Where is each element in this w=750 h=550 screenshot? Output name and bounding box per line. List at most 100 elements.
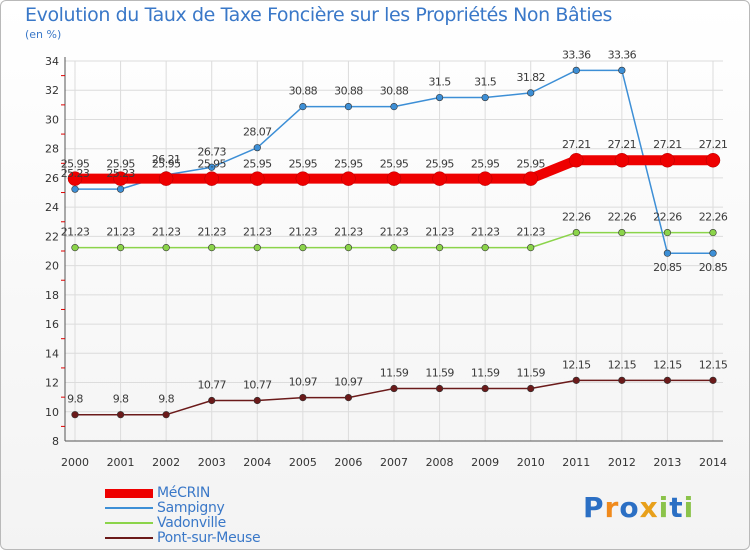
data-label: 9.8 [67, 393, 83, 406]
data-point [116, 411, 125, 419]
data-point [71, 244, 79, 252]
data-label: 25.95 [334, 158, 363, 171]
data-point [663, 249, 672, 257]
y-tick-label: 34 [45, 55, 59, 68]
data-point [386, 171, 402, 186]
legend-item-mecrin: MéCRIN [105, 485, 210, 501]
data-label: 26.21 [152, 153, 181, 166]
data-label: 21.23 [471, 226, 500, 239]
y-tick-label: 26 [45, 172, 59, 185]
data-point [344, 244, 353, 252]
data-point [299, 393, 307, 402]
data-label: 25.95 [106, 158, 135, 171]
data-label: 12.15 [608, 358, 637, 371]
data-label: 22.26 [562, 211, 591, 224]
y-tick-label: 32 [45, 84, 59, 97]
data-label: 25.95 [197, 158, 226, 171]
data-point [390, 384, 398, 393]
data-point [435, 244, 444, 252]
data-point [663, 376, 672, 384]
data-label: 10.97 [289, 376, 318, 389]
data-label: 25.95 [61, 158, 90, 171]
legend-item-pont-sur-meuse: Pont-sur-Meuse [105, 530, 261, 546]
data-point [341, 171, 356, 186]
data-point [162, 244, 170, 252]
data-label: 12.15 [562, 358, 591, 371]
data-label: 25.95 [243, 158, 272, 171]
data-label: 21.23 [425, 226, 454, 239]
axes: 8 10 12 14 16 18 20 22 24 26 28 30 32 34 2000 2001 2002 2… [45, 55, 727, 469]
y-tick-label: 8 [52, 435, 59, 448]
data-label: 25.95 [471, 158, 500, 171]
data-label: 21.23 [106, 226, 135, 239]
data-point [344, 393, 353, 402]
data-label: 11.59 [516, 367, 545, 380]
data-label: 25.23 [106, 167, 135, 180]
legend-label: Pont-sur-Meuse [157, 530, 261, 546]
data-point [71, 411, 79, 419]
data-point [618, 228, 626, 237]
data-point [435, 384, 444, 393]
data-label: 10.77 [243, 379, 272, 392]
data-label: 31.5 [429, 76, 452, 89]
data-label: 22.26 [608, 211, 637, 224]
data-point [208, 244, 216, 252]
data-point [71, 185, 79, 193]
x-tick-label: 2000 [61, 456, 89, 469]
data-label: 12.15 [653, 358, 682, 371]
x-tick-label: 2014 [699, 456, 727, 469]
data-label: 20.85 [653, 261, 682, 274]
logo-letter: x [639, 491, 659, 524]
data-point [572, 66, 580, 74]
data-label: 27.21 [608, 138, 637, 151]
data-point [432, 171, 447, 186]
logo-letter: P [583, 491, 605, 524]
data-label: 21.23 [197, 226, 226, 239]
data-label: 12.15 [699, 358, 728, 371]
data-label: 10.77 [197, 379, 226, 392]
data-point [660, 152, 675, 168]
proxiti-logo: Proxiti [583, 491, 694, 524]
y-tick-label: 14 [45, 347, 59, 360]
data-label: 22.26 [699, 211, 728, 224]
data-label: 27.21 [562, 138, 591, 151]
data-label: 11.59 [425, 367, 454, 380]
data-point [435, 93, 444, 102]
chart-title: Evolution du Taux de Taxe Foncière sur l… [25, 4, 613, 26]
data-point [614, 152, 630, 168]
x-tick-label: 2003 [198, 456, 226, 469]
data-point [158, 171, 174, 186]
x-tick-label: 2011 [562, 456, 590, 469]
data-point [204, 171, 219, 186]
legend-swatch [105, 522, 153, 524]
data-label: 31.82 [516, 71, 545, 84]
data-point [618, 376, 626, 384]
legend-swatch [105, 507, 153, 509]
data-point [709, 228, 717, 237]
y-tick-label: 20 [45, 260, 59, 273]
logo-letter: r [604, 491, 620, 524]
data-label: 27.21 [699, 138, 728, 151]
x-tick-label: 2004 [243, 456, 271, 469]
data-point [208, 396, 216, 405]
legend-label: Sampigny [157, 500, 225, 516]
data-label: 25.95 [289, 158, 318, 171]
data-point [569, 152, 584, 168]
y-tick-label: 22 [45, 230, 59, 243]
y-tick-label: 16 [45, 318, 59, 331]
data-point [527, 244, 535, 252]
data-label: 9.8 [113, 393, 129, 406]
data-label: 30.88 [380, 85, 409, 98]
y-tick-label: 18 [45, 289, 59, 302]
data-point [250, 171, 265, 186]
x-tick-label: 2012 [608, 456, 636, 469]
data-point [523, 171, 538, 186]
data-label: 27.21 [653, 138, 682, 151]
y-axis-unit-label: (en %) [25, 28, 62, 41]
data-point [116, 244, 125, 252]
data-point [299, 102, 307, 111]
data-point [116, 185, 125, 193]
data-label: 25.95 [152, 158, 181, 171]
data-label: 25.95 [516, 158, 545, 171]
data-point [709, 249, 717, 257]
